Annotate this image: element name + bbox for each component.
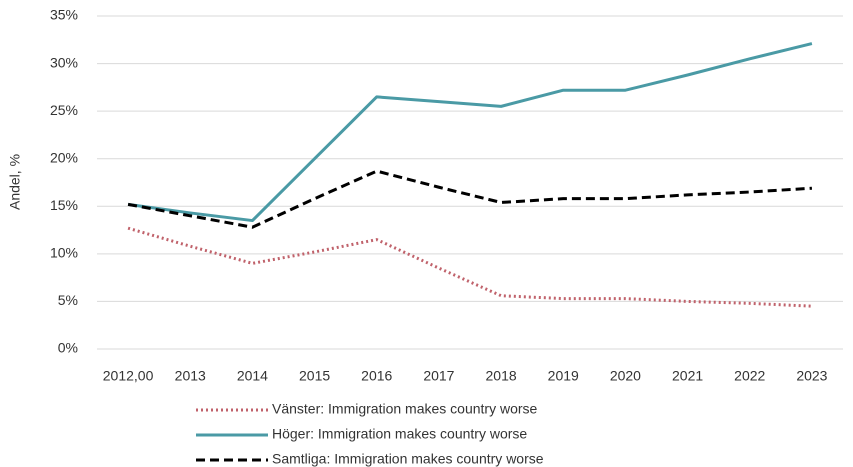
series-line xyxy=(127,169,813,229)
y-tick-label: 5% xyxy=(58,292,78,308)
y-tick-label: 30% xyxy=(50,54,78,70)
x-tick-label: 2022 xyxy=(734,368,765,384)
x-tick-label: 2019 xyxy=(548,368,579,384)
legend-label: Vänster: Immigration makes country worse xyxy=(272,401,538,417)
y-tick-label: 35% xyxy=(50,7,78,23)
x-tick-label: 2013 xyxy=(175,368,206,384)
y-axis-label: Andel, % xyxy=(7,154,23,210)
y-tick-label: 25% xyxy=(50,102,78,118)
legend-label: Höger: Immigration makes country worse xyxy=(272,426,527,442)
x-tick-label: 2014 xyxy=(237,368,268,384)
x-tick-label: 2012,00 xyxy=(103,368,154,384)
x-tick-label: 2021 xyxy=(672,368,703,384)
y-tick-label: 20% xyxy=(50,149,78,165)
x-tick-label: 2016 xyxy=(361,368,392,384)
x-tick-label: 2018 xyxy=(486,368,517,384)
y-tick-label: 0% xyxy=(58,340,78,356)
series-line xyxy=(127,226,812,308)
y-tick-label: 10% xyxy=(50,245,78,261)
x-tick-label: 2015 xyxy=(299,368,330,384)
legend-label: Samtliga: Immigration makes country wors… xyxy=(272,451,544,467)
x-tick-label: 2023 xyxy=(796,368,827,384)
x-tick-label: 2020 xyxy=(610,368,641,384)
x-tick-label: 2017 xyxy=(423,368,454,384)
y-tick-label: 15% xyxy=(50,197,78,213)
series-line xyxy=(127,42,813,223)
